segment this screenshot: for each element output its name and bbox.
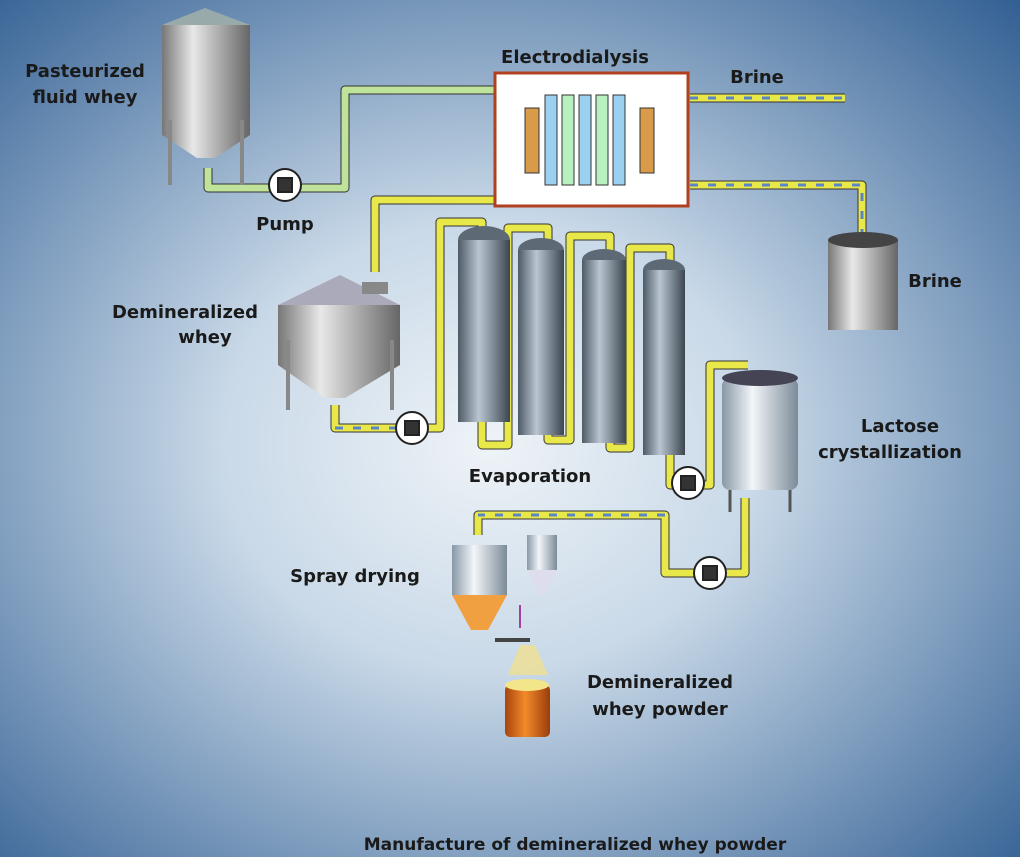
node-label: Pasteurized xyxy=(25,61,145,82)
diagram-title: Manufacture of demineralized whey powder xyxy=(364,835,787,855)
node-label: Demineralized xyxy=(587,672,733,693)
node-label: whey xyxy=(178,327,232,348)
node-label: whey powder xyxy=(592,699,728,720)
node-label: Spray drying xyxy=(290,566,420,587)
node-label: Demineralized xyxy=(112,302,258,323)
node-label: Pump xyxy=(256,214,314,235)
brine-tank xyxy=(828,232,898,330)
node-label: Evaporation xyxy=(469,466,591,487)
node-label: Electrodialysis xyxy=(501,47,649,68)
node-label: fluid whey xyxy=(33,87,138,108)
diagram: Pasteurized fluid whey Pump Electrodialy… xyxy=(0,0,1020,857)
node-label: Lactose xyxy=(861,416,939,437)
electrodialysis-unit xyxy=(495,73,688,206)
node-label: crystallization xyxy=(818,442,962,463)
node-label: Brine xyxy=(730,67,784,88)
node-label: Brine xyxy=(908,271,962,292)
